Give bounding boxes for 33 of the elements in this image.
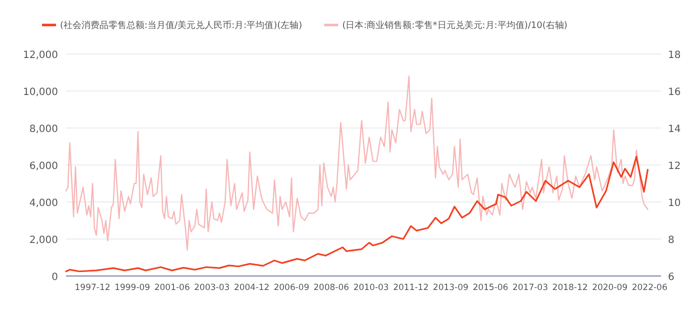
x-tick-label: 2013-09 <box>432 283 468 293</box>
x-tick-label: 2006-09 <box>274 283 310 293</box>
y-tick-label: 12,000 <box>23 50 58 61</box>
line-series <box>65 76 648 251</box>
y2-tick-label: 12 <box>668 161 681 172</box>
y2-tick-label: 14 <box>668 124 681 135</box>
x-tick-label: 2008-06 <box>314 283 350 293</box>
y-tick-label: 8,000 <box>29 124 58 135</box>
y2-tick-label: 18 <box>668 50 681 61</box>
x-tick-label: 2017-03 <box>512 283 548 293</box>
x-tick-label: 2010-03 <box>353 283 389 293</box>
x-tick-label: 1997-12 <box>74 283 110 293</box>
line-series <box>65 156 649 272</box>
x-tick-label: 2011-12 <box>393 283 429 293</box>
legend-label: (社会消费品零售总额:当月值/美元兑人民币:月:平均值)(左轴) <box>60 20 302 31</box>
y2-tick-label: 10 <box>668 198 681 209</box>
y-tick-label: 2,000 <box>29 235 58 246</box>
y2-tick-label: 16 <box>668 87 681 98</box>
x-tick-label: 2022-06 <box>632 283 668 293</box>
legend-label: (日本:商业销售额:零售*日元兑美元:月:平均值)/10(右轴) <box>342 20 568 31</box>
x-tick-label: 2020-09 <box>592 283 628 293</box>
x-tick-label: 1999-09 <box>114 283 150 293</box>
y-tick-label: 4,000 <box>29 198 58 209</box>
x-tick-label: 2004-12 <box>234 283 270 293</box>
y-tick-label: 10,000 <box>23 87 58 98</box>
x-tick-label: 2015-06 <box>472 283 508 293</box>
y2-tick-label: 6 <box>668 272 674 283</box>
y-tick-label: 6,000 <box>29 161 58 172</box>
y2-tick-label: 8 <box>668 235 674 246</box>
x-tick-label: 2003-03 <box>194 283 230 293</box>
x-tick-label: 2018-12 <box>552 283 588 293</box>
x-tick-label: 2001-06 <box>154 283 190 293</box>
y-tick-label: 0 <box>52 272 58 283</box>
